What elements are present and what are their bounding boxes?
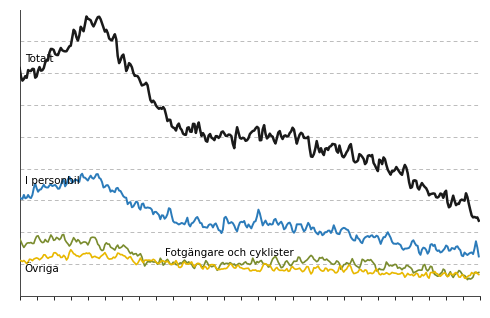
Text: Fotgängare och cyklister: Fotgängare och cyklister bbox=[165, 248, 294, 258]
Text: Totalt: Totalt bbox=[24, 54, 53, 64]
Text: I personbil: I personbil bbox=[24, 176, 79, 186]
Text: Övriga: Övriga bbox=[24, 262, 59, 274]
